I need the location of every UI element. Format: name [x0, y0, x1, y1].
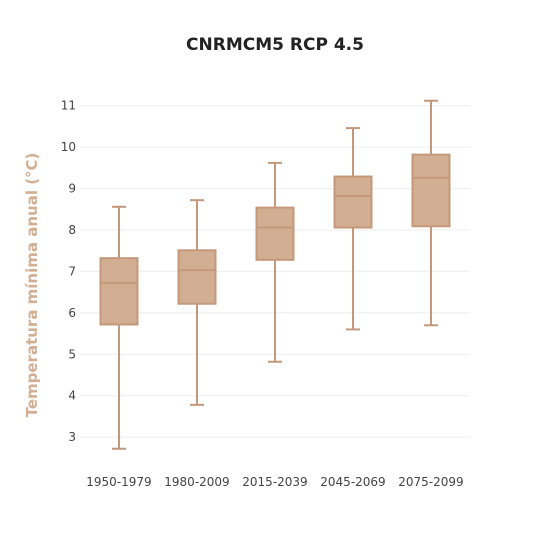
- y-tick-label: 5: [68, 347, 76, 361]
- y-tick-label: 7: [68, 264, 76, 278]
- x-tick-label: 2015-2039: [242, 475, 307, 489]
- chart-title: CNRMCM5 RCP 4.5: [186, 35, 364, 55]
- box-2045-2069: [333, 127, 373, 331]
- x-tick-label: 2045-2069: [320, 475, 385, 489]
- y-axis-label: Temperatura mínima anual (°C): [23, 153, 41, 418]
- box-iqr: [411, 153, 451, 228]
- y-tick-label: 11: [61, 99, 76, 113]
- x-tick-label: 1950-1979: [86, 475, 151, 489]
- x-tick-label: 2075-2099: [398, 475, 463, 489]
- y-tick-label: 10: [61, 140, 76, 154]
- boxes: [99, 99, 451, 450]
- y-tick-label: 8: [68, 223, 76, 237]
- y-tick-label: 3: [68, 430, 76, 444]
- box-2015-2039: [255, 161, 295, 363]
- box-iqr: [333, 175, 373, 229]
- x-tick-label: 1980-2009: [164, 475, 229, 489]
- box-1980-2009: [177, 199, 217, 406]
- box-2075-2099: [411, 99, 451, 327]
- y-tick-label: 4: [68, 389, 76, 403]
- box-iqr: [177, 249, 217, 305]
- box-iqr: [255, 206, 295, 261]
- y-tick-label: 6: [68, 306, 76, 320]
- x-axis-ticks: 1950-1979 1980-2009 2015-2039 2045-2069 2075…: [86, 475, 463, 489]
- y-tick-label: 9: [68, 182, 76, 196]
- box-iqr: [99, 257, 139, 326]
- y-axis-ticks: 3 4 5 6 7 8 9 10 11: [61, 99, 76, 444]
- box-1950-1979: [99, 205, 139, 450]
